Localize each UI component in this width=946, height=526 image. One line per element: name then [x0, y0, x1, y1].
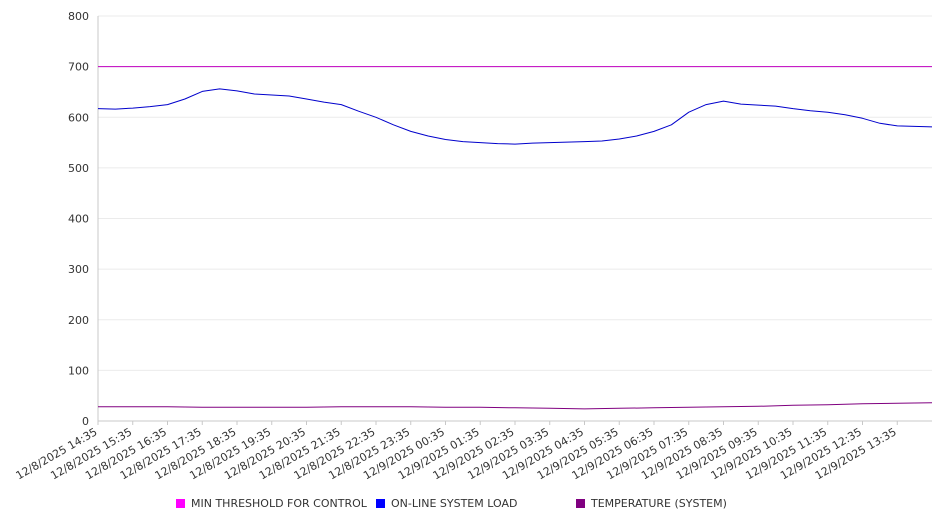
- legend-swatch-min-threshold: [176, 499, 185, 508]
- y-tick-label-100: 100: [68, 364, 89, 377]
- y-tick-label-600: 600: [68, 111, 89, 124]
- grid-lines: [98, 15, 932, 371]
- y-tick-label-0: 0: [82, 415, 89, 428]
- y-axis-ticks: 0 100 200 300 400 500 600 700 800: [68, 10, 89, 428]
- legend-swatch-system-load: [376, 499, 385, 508]
- series-lines: [97, 66, 933, 410]
- legend: MIN THRESHOLD FOR CONTROL ON-LINE SYSTEM…: [0, 497, 946, 515]
- legend-label-system-load: ON-LINE SYSTEM LOAD: [391, 497, 518, 510]
- y-tick-label-200: 200: [68, 314, 89, 327]
- y-tick-label-400: 400: [68, 213, 89, 226]
- legend-label-temperature: TEMPERATURE (SYSTEM): [591, 497, 727, 510]
- legend-item-min-threshold: MIN THRESHOLD FOR CONTROL: [176, 497, 367, 510]
- legend-item-temperature: TEMPERATURE (SYSTEM): [576, 497, 727, 510]
- y-tick-label-500: 500: [68, 162, 89, 175]
- legend-swatch-temperature: [576, 499, 585, 508]
- legend-item-system-load: ON-LINE SYSTEM LOAD: [376, 497, 517, 510]
- y-tick-label-800: 800: [68, 10, 89, 23]
- y-tick-label-700: 700: [68, 61, 89, 74]
- legend-label-min-threshold: MIN THRESHOLD FOR CONTROL: [191, 497, 367, 510]
- series-line-temperature: [98, 402, 933, 410]
- y-tick-label-300: 300: [68, 263, 89, 276]
- series-line-system-load: [97, 88, 933, 145]
